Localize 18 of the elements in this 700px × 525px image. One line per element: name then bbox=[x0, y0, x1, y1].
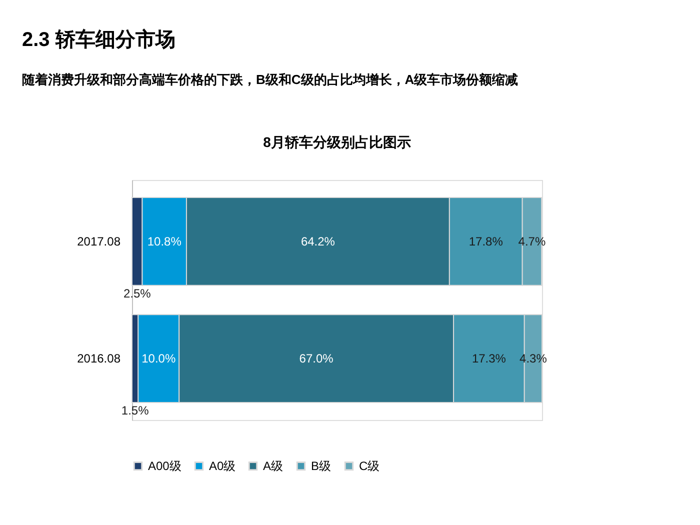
data-label: 64.2% bbox=[300, 234, 336, 248]
data-label: 10.8% bbox=[147, 234, 182, 248]
legend-label: A级 bbox=[263, 459, 284, 474]
data-label: 1.5% bbox=[121, 404, 150, 418]
text: 随着消费升级和部分高端车价格的下跌，B级和C级的占比均增长，A级车市场份额缩减 bbox=[22, 72, 518, 87]
legend-label: B级 bbox=[311, 459, 332, 474]
legend-label: C级 bbox=[359, 459, 380, 474]
data-label: 10.0% bbox=[142, 352, 176, 366]
y-tick-label: 2017.08 bbox=[77, 234, 121, 248]
text: 2.3 轿车细分市场 bbox=[22, 28, 176, 51]
data-label: 67.0% bbox=[299, 352, 334, 366]
legend-label: A0级 bbox=[209, 459, 236, 474]
data-label: 17.8% bbox=[468, 234, 504, 248]
legend-label: A00级 bbox=[148, 459, 182, 474]
chart-title: 8月轿车分级别占比图示 bbox=[263, 134, 411, 150]
y-tick-label: 2016.08 bbox=[77, 352, 121, 366]
data-label: 2.5% bbox=[123, 286, 152, 300]
data-label: 17.3% bbox=[472, 352, 506, 366]
